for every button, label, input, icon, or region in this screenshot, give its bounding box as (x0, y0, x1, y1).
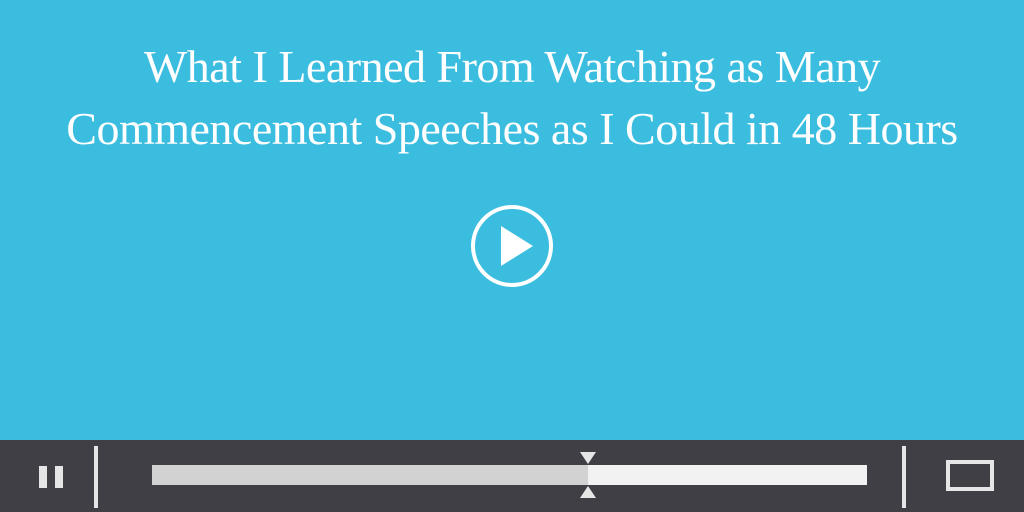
play-icon (471, 205, 553, 287)
pause-button[interactable] (30, 460, 74, 494)
play-button[interactable] (470, 204, 554, 288)
progress-remaining (588, 465, 867, 485)
fullscreen-icon (946, 460, 994, 491)
video-area[interactable]: What I Learned From Watching as Many Com… (0, 0, 1024, 440)
scrub-handle-icon (580, 452, 596, 498)
controls-divider-left (94, 446, 98, 508)
progress-track[interactable] (152, 465, 867, 485)
video-title: What I Learned From Watching as Many Com… (0, 36, 1024, 160)
scrub-handle[interactable] (577, 450, 599, 500)
fullscreen-button[interactable] (938, 456, 1002, 498)
progress-played (152, 465, 588, 485)
video-title-line-1: What I Learned From Watching as Many (143, 41, 881, 92)
controls-divider-right (902, 446, 906, 508)
video-title-line-2: Commencement Speeches as I Could in 48 H… (66, 103, 958, 154)
